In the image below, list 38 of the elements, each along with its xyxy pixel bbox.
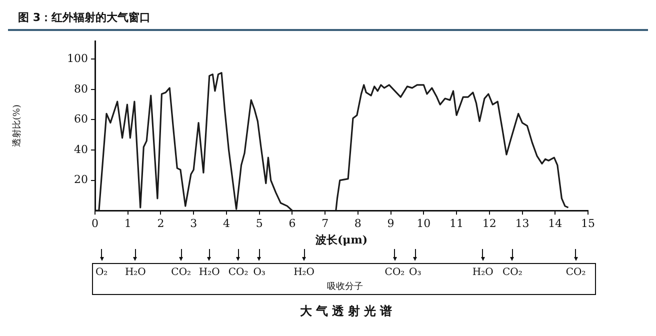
x-axis-title: 波长(μm) <box>314 233 368 246</box>
x-tick-label: 7 <box>322 217 329 230</box>
x-tick-label: 13 <box>515 217 530 230</box>
x-tick-label: 9 <box>387 217 394 230</box>
x-tick-label: 0 <box>92 217 98 230</box>
chart-title: 图 3：红外辐射的大气窗口 <box>8 8 648 31</box>
x-tick-label: 10 <box>416 217 431 230</box>
x-tick-label: 1 <box>124 217 132 230</box>
y-tick-label: 60 <box>74 112 88 126</box>
text: H₂O <box>472 267 494 278</box>
y-axis-title: 透射比(%) <box>12 104 23 148</box>
text: O₃ <box>253 267 266 278</box>
x-tick-label: 8 <box>354 217 362 230</box>
x-tick-label: 5 <box>256 217 263 230</box>
text: O₃ <box>409 267 422 278</box>
x-tick-label: 15 <box>581 217 595 230</box>
y-tick-label: 100 <box>67 52 88 66</box>
x-tick-label: 4 <box>222 217 230 230</box>
y-tick-label: 80 <box>74 82 88 96</box>
text: 大气透射光谱 <box>299 303 397 320</box>
text: H₂O <box>198 267 220 278</box>
text: CO₂ <box>228 267 248 278</box>
text: O₂ <box>95 267 108 278</box>
text: CO₂ <box>502 267 522 278</box>
text: 吸收分子 <box>326 280 363 293</box>
x-tick-label: 6 <box>288 217 296 230</box>
text: H₂O <box>294 267 314 278</box>
x-tick-label: 12 <box>482 217 496 230</box>
x-tick-label: 3 <box>190 217 198 230</box>
text: CO₂ <box>566 267 586 278</box>
text: CO₂ <box>384 267 405 278</box>
y-tick-label: 40 <box>74 142 88 156</box>
text: CO₂ <box>171 267 192 278</box>
x-tick-label: 2 <box>157 217 164 230</box>
text: H₂O <box>124 267 146 278</box>
y-tick-label: 20 <box>74 173 88 186</box>
x-tick-label: 11 <box>450 217 464 230</box>
x-tick-label: 14 <box>548 217 562 230</box>
